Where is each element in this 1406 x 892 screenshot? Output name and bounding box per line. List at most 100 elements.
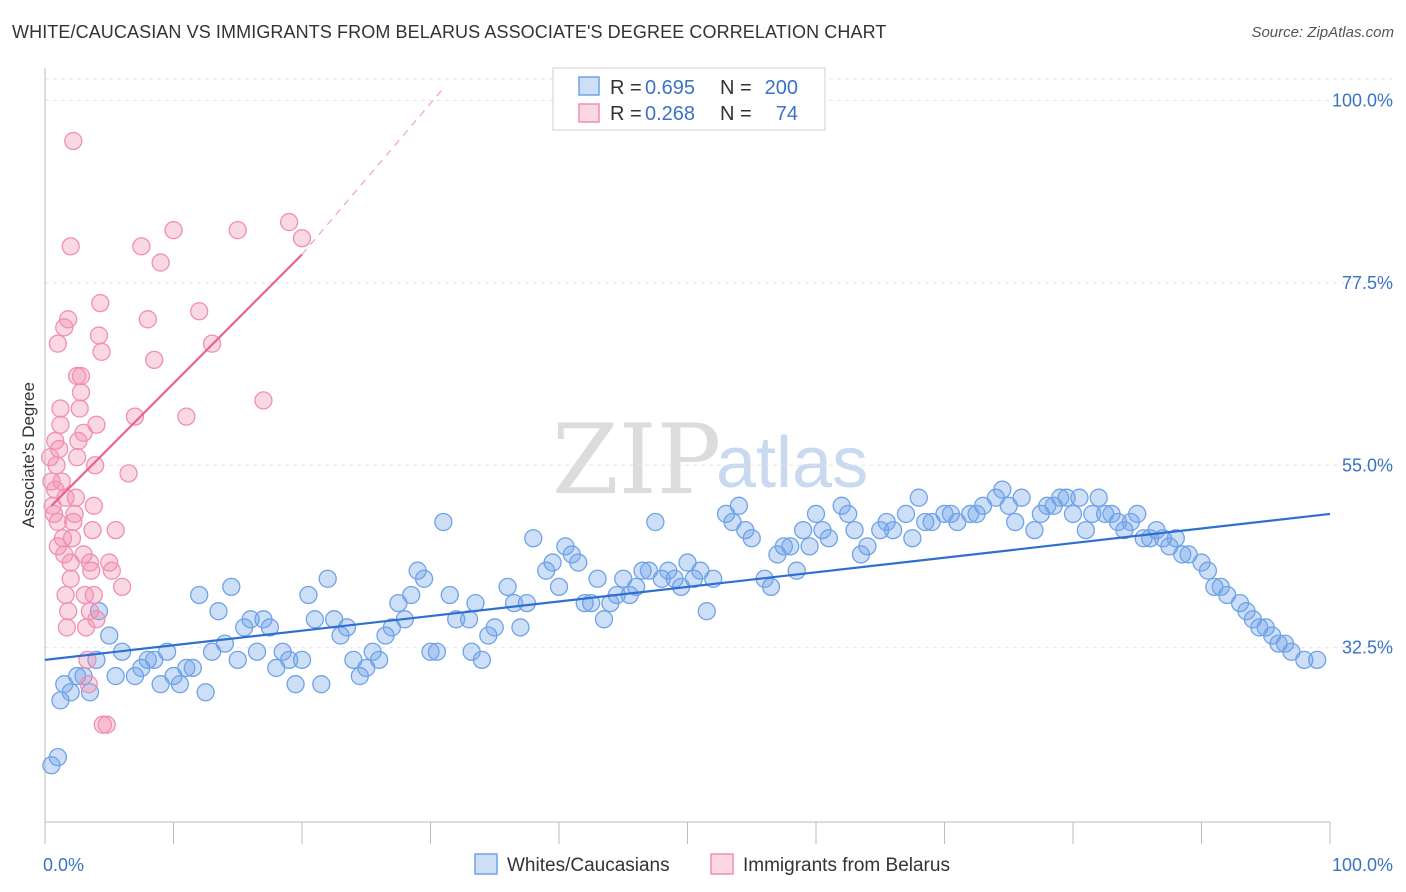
whites-point (761, 577, 781, 597)
whites-point (742, 529, 761, 548)
whites-point (1250, 618, 1269, 637)
whites-point (196, 683, 215, 702)
whites-point (1128, 504, 1147, 524)
series-belarus-points (40, 131, 312, 734)
whites-point (961, 504, 980, 524)
whites-point (286, 675, 305, 694)
whites-point (1025, 520, 1044, 540)
y-tick-label: 32.5% (1342, 638, 1393, 658)
whites-point (151, 675, 170, 694)
whites-point (794, 520, 813, 540)
belarus-point (228, 221, 247, 240)
belarus-point (70, 399, 89, 418)
whites-point (594, 610, 614, 629)
whites-point (646, 512, 665, 532)
whites-point (787, 561, 806, 580)
whites-point (498, 577, 517, 597)
belarus-point (91, 293, 110, 313)
whites-point (183, 658, 202, 678)
legend-n-label-whites: N = (720, 77, 752, 99)
whites-point (344, 650, 363, 669)
whites-point (633, 561, 652, 580)
whites-point (1308, 650, 1327, 669)
belarus-point (65, 504, 84, 524)
watermark-zip: ZIP (552, 404, 721, 516)
whites-point (1218, 585, 1237, 605)
whites-point (774, 537, 794, 556)
whites-point (1095, 504, 1115, 524)
belarus-point (119, 464, 138, 483)
whites-point (691, 561, 710, 580)
top-legend: R = 0.695 N = 200 R = 0.268 N = 74 (552, 67, 826, 131)
whites-point (1205, 577, 1224, 597)
whites-point (421, 642, 440, 661)
whites-point (614, 569, 633, 588)
bottom-legend: Whites/Caucasians Immigrants from Belaru… (474, 853, 950, 876)
trend-line-whites (44, 512, 1331, 661)
belarus-point (58, 602, 78, 621)
y-axis-label: Associate's Degree (19, 382, 38, 528)
legend-swatch-belarus (578, 103, 600, 123)
whites-point (922, 512, 941, 532)
belarus-point (51, 415, 70, 434)
whites-point (247, 642, 267, 661)
belarus-point (292, 229, 312, 248)
whites-point (389, 593, 408, 613)
whites-point (896, 504, 916, 524)
whites-point (1006, 512, 1025, 532)
whites-point (369, 650, 389, 669)
belarus-point (61, 569, 80, 588)
whites-point (549, 577, 569, 597)
whites-point (138, 650, 157, 669)
belarus-point (74, 423, 93, 442)
whites-point (697, 602, 716, 621)
legend-r-value-whites: 0.695 (645, 77, 695, 99)
whites-point (337, 618, 357, 637)
whites-point (511, 618, 530, 637)
whites-point (1166, 529, 1185, 548)
belarus-point (112, 577, 132, 597)
belarus-point (71, 366, 91, 386)
trend-line-belarus (50, 253, 303, 507)
bottom-legend-swatch-belarus (710, 853, 734, 875)
whites-point (170, 675, 190, 694)
belarus-point (67, 448, 87, 467)
whites-point (1070, 488, 1089, 507)
whites-point (382, 618, 402, 637)
whites-point (357, 658, 376, 678)
whites-point (524, 529, 543, 548)
whites-point (588, 569, 607, 588)
whites-point (100, 626, 119, 645)
whites-point (1198, 561, 1218, 580)
belarus-point (145, 350, 164, 370)
whites-point (318, 569, 337, 588)
whites-point (1063, 504, 1083, 524)
whites-point (800, 537, 819, 556)
y-tick-label: 100.0% (1332, 90, 1393, 110)
whites-point (678, 553, 697, 572)
whites-point (485, 618, 504, 637)
bottom-legend-label-whites: Whites/Caucasians (507, 855, 670, 876)
bottom-legend-swatch-whites (474, 853, 498, 875)
belarus-point (102, 561, 121, 580)
x-tick-label: 100.0% (1332, 855, 1393, 875)
belarus-point (89, 326, 109, 345)
whites-point (819, 529, 838, 548)
belarus-point (177, 407, 196, 426)
whites-point (781, 537, 800, 556)
belarus-point (56, 585, 75, 605)
belarus-point (52, 472, 71, 491)
whites-point (190, 585, 209, 605)
belarus-point (71, 383, 91, 402)
whites-point (1057, 488, 1076, 507)
whites-point (228, 650, 247, 669)
belarus-point (93, 715, 112, 734)
whites-point (1012, 488, 1031, 507)
whites-point (1076, 520, 1095, 540)
x-tick-label: 0.0% (43, 855, 84, 875)
whites-point (1179, 545, 1198, 564)
series-whites-points (42, 480, 1327, 775)
whites-point (639, 561, 659, 580)
belarus-point (84, 585, 103, 605)
whites-point (1083, 504, 1102, 524)
